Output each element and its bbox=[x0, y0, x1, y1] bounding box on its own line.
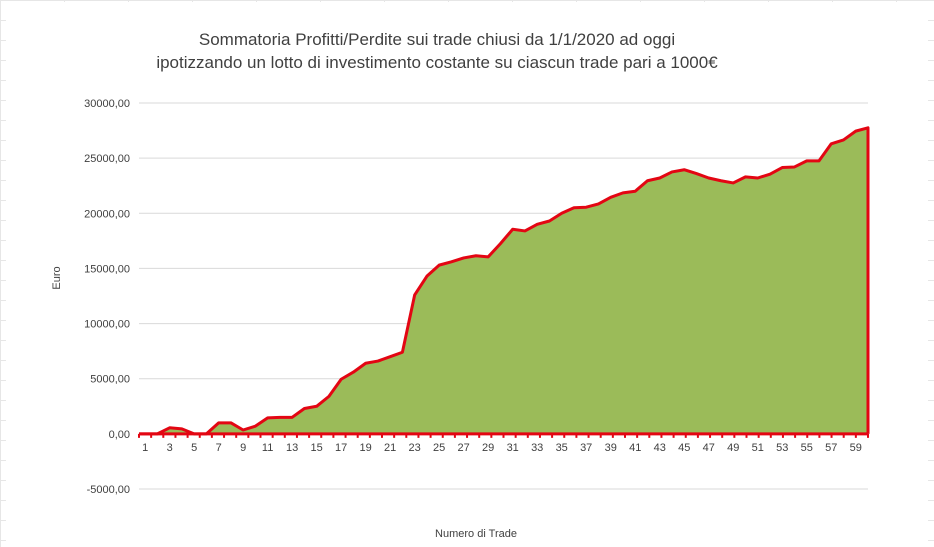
chart-title-line-2: ipotizzando un lotto di investimento cos… bbox=[156, 53, 718, 72]
y-tick-label: 10000,00 bbox=[84, 319, 130, 331]
x-tick-label: 51 bbox=[752, 442, 764, 454]
x-tick-label: 59 bbox=[850, 442, 862, 454]
x-tick-label: 21 bbox=[384, 442, 396, 454]
x-tick-label: 55 bbox=[801, 442, 813, 454]
x-tick-label: 25 bbox=[433, 442, 445, 454]
x-axis bbox=[138, 432, 869, 438]
y-tick-label: 20000,00 bbox=[84, 208, 130, 220]
chart-title-line-1: Sommatoria Profitti/Perdite sui trade ch… bbox=[199, 30, 675, 49]
y-tick-label: -5000,00 bbox=[87, 484, 130, 496]
x-tick-label: 57 bbox=[825, 442, 837, 454]
y-tick-label: 0,00 bbox=[109, 429, 130, 441]
x-tick-label: 49 bbox=[727, 442, 739, 454]
x-axis-ticks: 1 3 5 7 9 11 13 15 17 19 21 23 25 27 29 31 33 35 37 39 41 43 4… bbox=[142, 442, 862, 454]
x-tick-label: 9 bbox=[240, 442, 246, 454]
x-tick-label: 5 bbox=[191, 442, 197, 454]
x-tick-label: 3 bbox=[167, 442, 173, 454]
series-line bbox=[139, 126, 870, 436]
x-tick-label: 53 bbox=[776, 442, 788, 454]
x-tick-label: 19 bbox=[360, 442, 372, 454]
y-tick-label: 15000,00 bbox=[84, 263, 130, 275]
x-tick-label: 17 bbox=[335, 442, 347, 454]
x-tick-label: 11 bbox=[262, 442, 273, 454]
x-tick-label: 13 bbox=[286, 442, 298, 454]
y-tick-label: 25000,00 bbox=[84, 153, 130, 165]
x-tick-label: 23 bbox=[409, 442, 421, 454]
x-tick-label: 37 bbox=[580, 442, 592, 454]
x-tick-label: 41 bbox=[629, 442, 641, 454]
x-axis-title: Numero di Trade bbox=[435, 528, 517, 540]
y-axis-ticks: 30000,00 25000,00 20000,00 15000,00 10000,00… bbox=[84, 98, 130, 496]
x-tick-label: 27 bbox=[458, 442, 470, 454]
y-axis-title: Euro bbox=[51, 266, 63, 289]
series-area bbox=[139, 127, 868, 434]
x-tick-label: 29 bbox=[482, 442, 494, 454]
x-tick-label: 31 bbox=[507, 442, 519, 454]
y-tick-label: 5000,00 bbox=[90, 374, 130, 386]
x-tick-label: 15 bbox=[311, 442, 323, 454]
x-tick-label: 33 bbox=[531, 442, 543, 454]
x-tick-label: 1 bbox=[142, 442, 148, 454]
chart: Sommatoria Profitti/Perdite sui trade ch… bbox=[51, 30, 870, 540]
y-tick-label: 30000,00 bbox=[84, 98, 130, 110]
x-tick-label: 39 bbox=[605, 442, 617, 454]
x-tick-label: 45 bbox=[678, 442, 690, 454]
x-tick-label: 35 bbox=[556, 442, 568, 454]
x-tick-label: 43 bbox=[654, 442, 666, 454]
x-tick-label: 7 bbox=[216, 442, 222, 454]
chart-area[interactable]: Sommatoria Profitti/Perdite sui trade ch… bbox=[6, 2, 928, 547]
x-tick-label: 47 bbox=[703, 442, 715, 454]
